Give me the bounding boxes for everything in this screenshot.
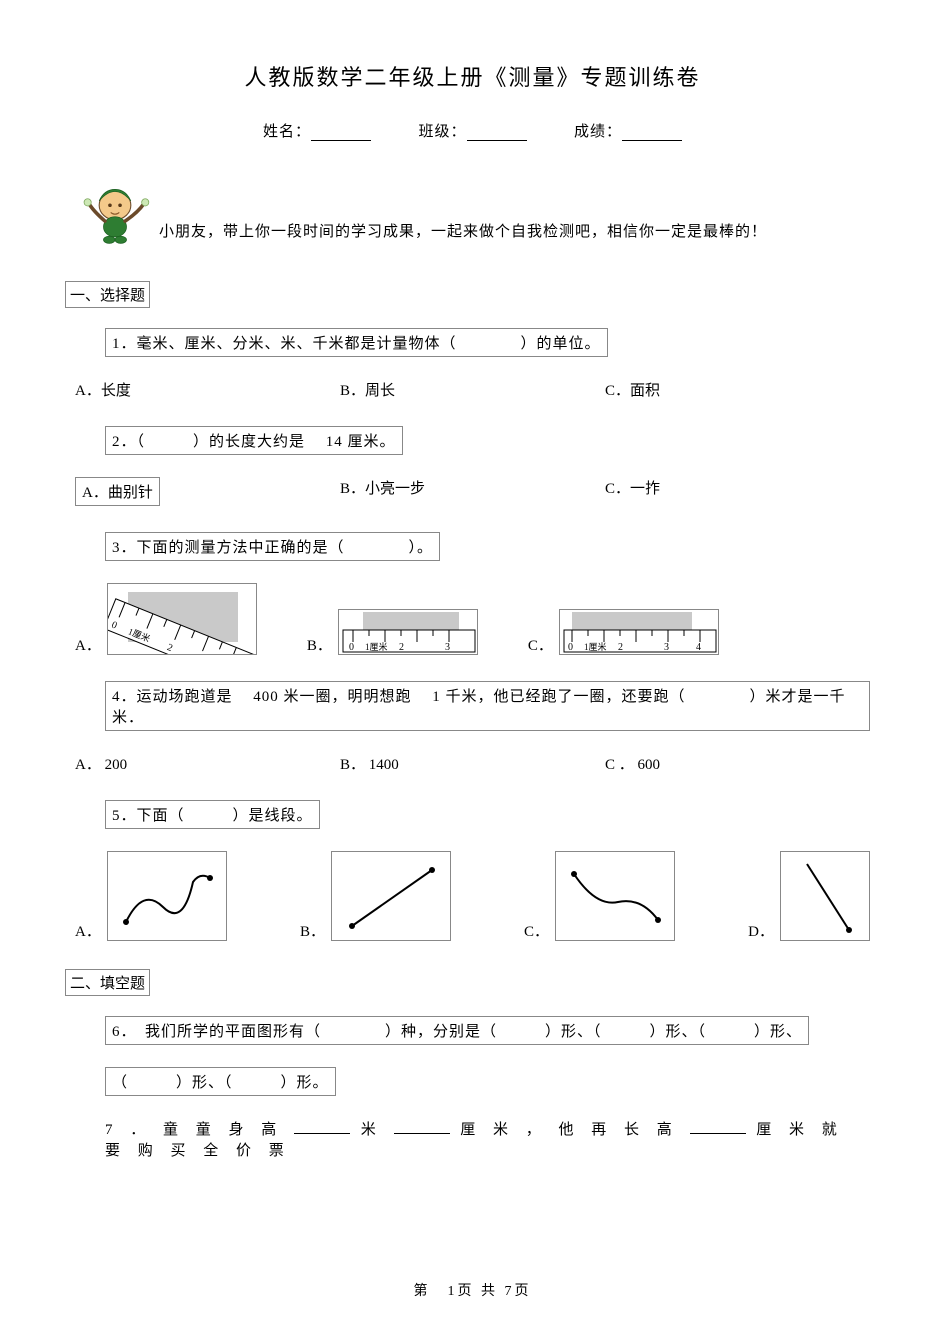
q3: 3．下面的测量方法中正确的是（ ）。 [105,532,870,561]
q4-opt-a[interactable]: A． 200 [75,753,340,774]
svg-text:0: 0 [568,642,573,653]
q7-blank3[interactable] [690,1119,746,1134]
q1-text: 1．毫米、厘米、分米、米、千米都是计量物体（ ）的单位。 [105,328,608,357]
q3-opt-a[interactable]: A． 0 1厘米 2 3 4 [75,583,257,655]
q1-opt-a[interactable]: A．长度 [75,379,340,400]
q4-text: 4．运动场跑道是 400 米一圈，明明想跑 1 千米，他已经跑了一圈，还要跑（ … [105,681,870,731]
footer-page: 1 [448,1284,458,1299]
q5-c-label: C． [524,920,549,941]
name-label: 姓名： [263,124,311,140]
q4: 4．运动场跑道是 400 米一圈，明明想跑 1 千米，他已经跑了一圈，还要跑（ … [105,681,870,731]
q4-opt-b[interactable]: B． 1400 [340,753,605,774]
section-1-header: 一、选择题 [65,281,150,308]
q3-a-label: A． [75,634,101,655]
name-blank[interactable] [311,125,371,141]
student-info-row: 姓名： 班级： 成绩： [75,120,870,141]
q3-options: A． 0 1厘米 2 3 4 B． 0 1厘米 2 3 [75,583,870,655]
q3-text: 3．下面的测量方法中正确的是（ ）。 [105,532,440,561]
svg-text:3: 3 [664,642,669,653]
q2-opt-b[interactable]: B．小亮一步 [340,477,605,506]
line-b-icon [331,851,451,941]
q2-opt-c[interactable]: C．一拃 [605,477,870,506]
score-label: 成绩： [574,124,622,140]
page-title: 人教版数学二年级上册《测量》专题训练卷 [75,60,870,92]
q5-opt-d[interactable]: D． [748,851,870,941]
q7: 7 ． 童 童 身 高 米 厘 米 ， 他 再 长 高 厘 米 就 要 购 买 … [105,1118,870,1160]
svg-text:3: 3 [445,642,450,653]
svg-text:4: 4 [696,642,701,653]
footer-total: 7 [505,1284,515,1299]
svg-text:0: 0 [349,642,354,653]
q2-opt-a[interactable]: A．曲别针 [75,477,160,506]
q7-part1: 7 ． 童 童 身 高 [105,1122,294,1138]
q6-text2: （ ）形、（ ）形。 [105,1067,336,1096]
footer-right: 页 [515,1284,532,1299]
score-blank[interactable] [622,125,682,141]
q2: 2．（ ）的长度大约是 14 厘米。 [105,426,870,455]
q7-part3: 厘 米 ， 他 再 长 高 [460,1122,689,1138]
q5-a-label: A． [75,920,101,941]
q6-text1: 6． 我们所学的平面图形有（ ）种，分别是（ ）形、（ ）形、（ ）形、 [105,1016,809,1045]
mascot-row: 小朋友，带上你一段时间的学习成果，一起来做个自我检测吧，相信你一定是最棒的！ [75,175,870,247]
footer-mid: 页 共 [458,1284,505,1299]
q4-options: A． 200 B． 1400 C ． 600 [75,753,870,774]
ruler-b-icon: 0 1厘米 2 3 [338,609,478,655]
svg-text:1厘米: 1厘米 [365,641,388,652]
q5-options: A． B． C． D． [75,851,870,941]
q3-c-label: C． [528,634,553,655]
q1: 1．毫米、厘米、分米、米、千米都是计量物体（ ）的单位。 [105,328,870,357]
q4-opt-c[interactable]: C ． 600 [605,753,870,774]
mascot-icon [79,175,151,247]
q5: 5．下面（ ）是线段。 [105,800,870,829]
q5-text: 5．下面（ ）是线段。 [105,800,320,829]
svg-text:1厘米: 1厘米 [584,641,607,652]
encourage-text: 小朋友，带上你一段时间的学习成果，一起来做个自我检测吧，相信你一定是最棒的！ [159,220,767,247]
q5-opt-a[interactable]: A． [75,851,227,941]
q5-opt-c[interactable]: C． [524,851,675,941]
q2-options: A．曲别针 B．小亮一步 C．一拃 [75,477,870,506]
section-2-header: 二、填空题 [65,969,150,996]
q3-b-label: B． [307,634,332,655]
class-label: 班级： [418,124,466,140]
svg-text:2: 2 [618,642,623,653]
q7-blank1[interactable] [294,1119,350,1134]
line-d-icon [780,851,870,941]
q7-part2: 米 [361,1122,394,1138]
q5-d-label: D． [748,920,774,941]
q3-opt-b[interactable]: B． 0 1厘米 2 3 [307,609,478,655]
q5-b-label: B． [300,920,325,941]
ruler-c-icon: 0 1厘米 2 3 4 [559,609,719,655]
q6-line2: （ ）形、（ ）形。 [105,1067,870,1096]
q7-blank2[interactable] [394,1119,450,1134]
q3-opt-c[interactable]: C． 0 1厘米 2 3 4 [528,609,719,655]
svg-text:2: 2 [399,642,404,653]
q1-options: A．长度 B．周长 C．面积 [75,379,870,400]
page-footer: 第 1页 共 7页 [0,1280,945,1300]
footer-left: 第 [414,1284,448,1299]
q6-line1: 6． 我们所学的平面图形有（ ）种，分别是（ ）形、（ ）形、（ ）形、 [105,1016,870,1045]
ruler-a-icon: 0 1厘米 2 3 4 [107,583,257,655]
q1-opt-b[interactable]: B．周长 [340,379,605,400]
class-blank[interactable] [467,125,527,141]
curve-c-icon [555,851,675,941]
q1-opt-c[interactable]: C．面积 [605,379,870,400]
curve-a-icon [107,851,227,941]
q5-opt-b[interactable]: B． [300,851,451,941]
q2-text: 2．（ ）的长度大约是 14 厘米。 [105,426,403,455]
